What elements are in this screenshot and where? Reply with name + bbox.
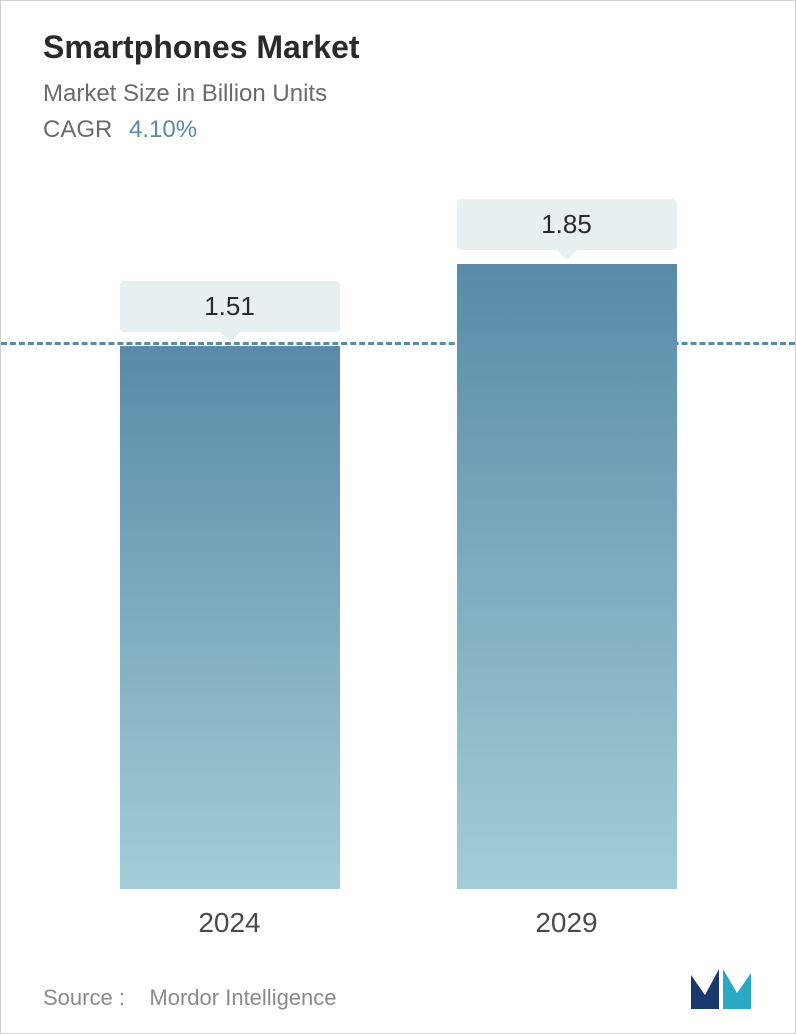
brand-logo [689, 967, 753, 1011]
cagr-line: CAGR 4.10% [43, 116, 753, 144]
bar-group-1: 1.85 [447, 199, 687, 889]
chart-footer: Source : Mordor Intelligence [43, 967, 753, 1011]
bar-1 [457, 264, 677, 889]
value-label-0: 1.51 [120, 281, 340, 332]
bar-0 [120, 346, 340, 889]
value-label-1: 1.85 [457, 199, 677, 250]
chart-subtitle: Market Size in Billion Units [43, 80, 753, 108]
chart-header: Smartphones Market Market Size in Billio… [1, 1, 795, 144]
source-citation: Source : Mordor Intelligence [43, 985, 337, 1011]
chart-title: Smartphones Market [43, 29, 753, 66]
x-label-0: 2024 [110, 907, 350, 939]
chart-area: 1.51 1.85 [1, 199, 795, 889]
cagr-value: 4.10% [129, 116, 197, 143]
source-value: Mordor Intelligence [149, 985, 336, 1010]
x-label-1: 2029 [447, 907, 687, 939]
source-label: Source : [43, 985, 125, 1010]
x-axis-labels: 2024 2029 [1, 889, 795, 939]
bar-group-0: 1.51 [110, 199, 350, 889]
bars-container: 1.51 1.85 [1, 199, 795, 889]
cagr-label: CAGR [43, 116, 112, 143]
